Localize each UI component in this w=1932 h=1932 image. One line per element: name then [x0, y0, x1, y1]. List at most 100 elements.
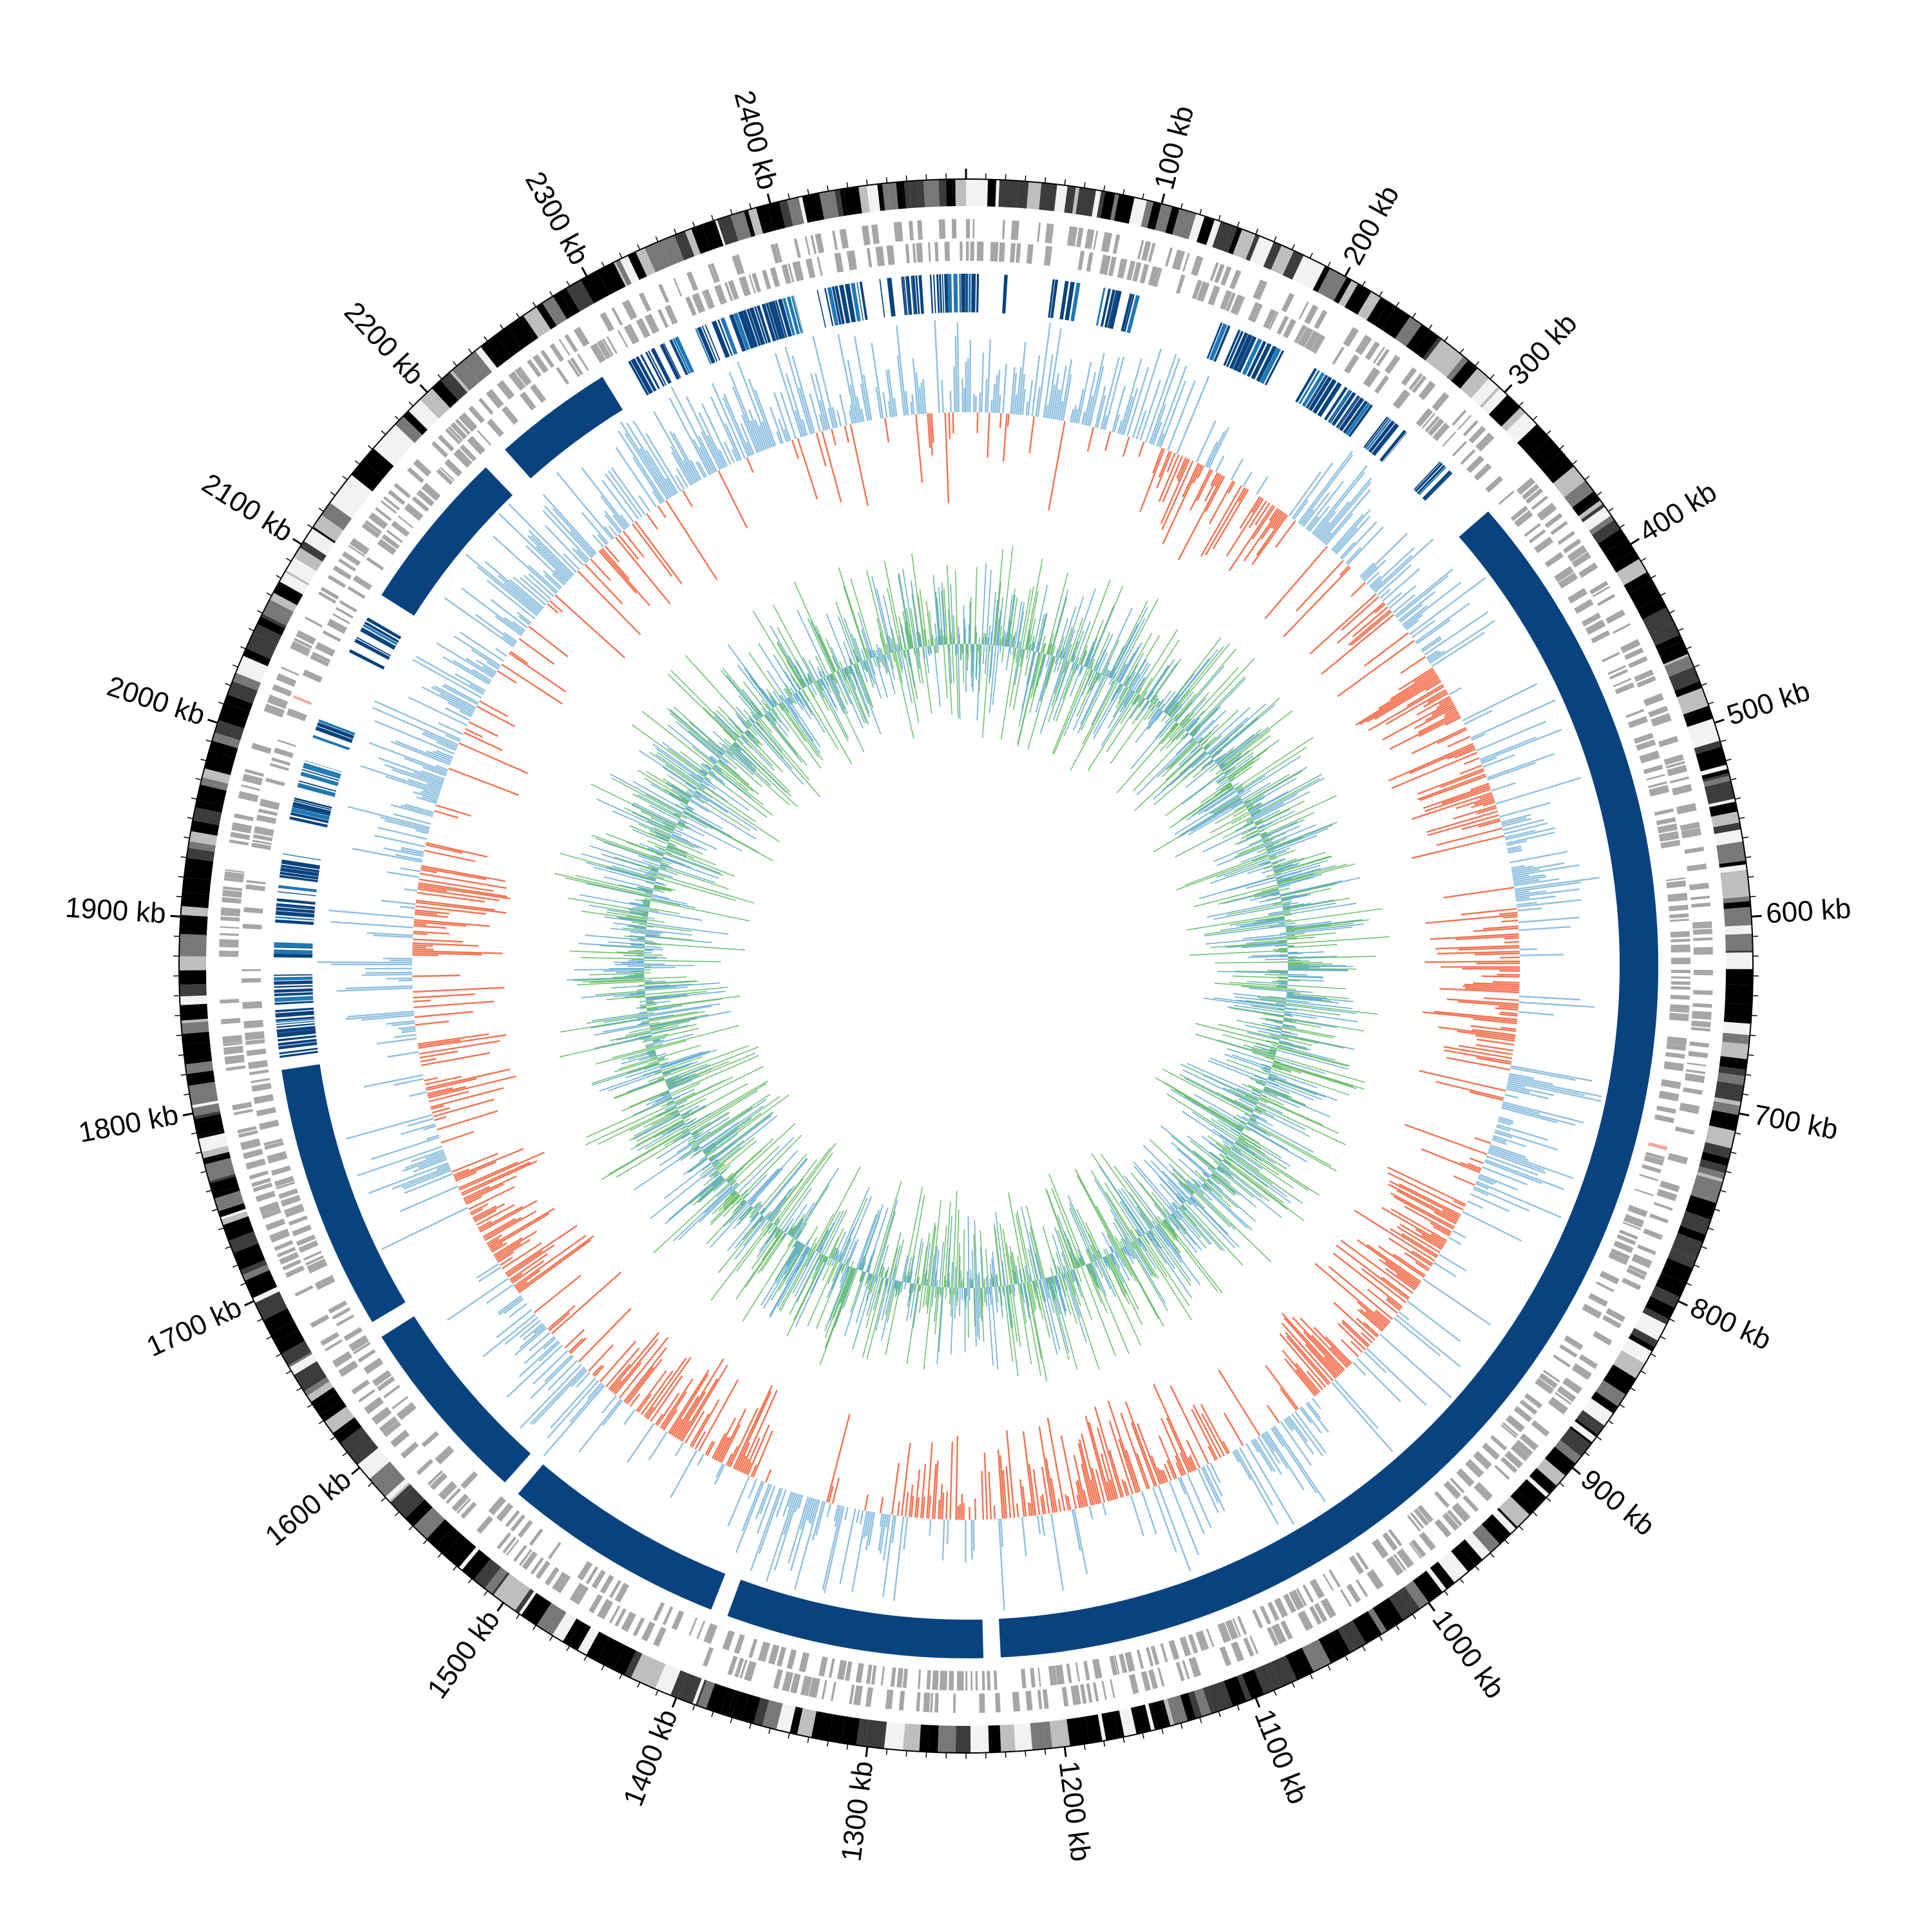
minor-tick	[1273, 1690, 1277, 1696]
inner-bar-green	[865, 1276, 881, 1329]
skew-bar-negative	[1031, 355, 1041, 417]
inner-bar-green	[889, 1231, 902, 1279]
inner-bar-blue	[898, 1281, 902, 1296]
gene-forward	[1567, 545, 1587, 562]
inner-bar-blue	[1146, 659, 1175, 700]
gene-reverse	[1388, 1529, 1403, 1547]
inner-bar-green	[1269, 1048, 1277, 1052]
skew-bar-positive	[1381, 1276, 1410, 1299]
gene-forward	[609, 1605, 621, 1624]
inner-bar-green	[1132, 700, 1149, 724]
block-segment	[1363, 416, 1388, 448]
skew-bar-negative	[478, 1266, 502, 1283]
skew-bar-positive	[671, 1419, 683, 1436]
inner-bar-green	[1130, 1229, 1137, 1240]
gene-reverse	[596, 339, 612, 359]
inner-bar-green	[1075, 1268, 1083, 1282]
inner-bar-green	[691, 1142, 697, 1148]
inner-bar-green	[921, 1246, 928, 1285]
gene-forward	[1093, 230, 1099, 250]
inner-bar-green	[675, 1076, 734, 1105]
inner-bar-green	[765, 1227, 779, 1244]
skew-bar-positive	[415, 1020, 450, 1026]
gene-reverse	[748, 274, 756, 294]
gene-forward	[279, 1252, 299, 1265]
inner-bar-blue	[766, 1188, 792, 1220]
gene-forward	[790, 1673, 801, 1694]
skew-bar-positive	[1107, 1400, 1139, 1493]
inner-bar-green	[1122, 632, 1153, 685]
ideogram-band	[1714, 1081, 1744, 1102]
ideogram-band	[919, 1724, 930, 1752]
skew-bar-positive	[1464, 983, 1520, 988]
inner-bar-blue	[1107, 670, 1112, 677]
ideogram-band	[1482, 388, 1508, 415]
skew-bar-positive	[681, 1365, 728, 1442]
inner-bar-blue	[1184, 1077, 1253, 1113]
inner-bar-green	[690, 1144, 699, 1150]
inner-bar-green	[1278, 1008, 1285, 1011]
inner-bar-blue	[1172, 1203, 1179, 1209]
inner-bar-green	[1274, 951, 1288, 952]
inner-bar-blue	[1215, 780, 1230, 790]
gene-forward	[332, 565, 352, 580]
gene-reverse	[1649, 784, 1670, 797]
block-segment	[275, 1007, 314, 1012]
gene-forward	[1578, 1354, 1598, 1369]
skew-bar-positive	[1385, 1267, 1416, 1291]
ideogram-band	[390, 1484, 413, 1506]
minor-tick	[637, 1681, 641, 1688]
inner-bar-green	[1076, 1209, 1100, 1260]
skew-bar-negative	[996, 370, 1001, 413]
gene-forward	[240, 1138, 261, 1151]
inner-bar-blue	[1032, 643, 1035, 651]
skew-bar-positive	[1208, 1446, 1217, 1461]
block-segment	[292, 801, 331, 815]
skew-bar-positive	[1048, 421, 1066, 511]
inner-bar-green	[1272, 1064, 1282, 1068]
skew-bar-positive	[415, 909, 450, 914]
inner-bar-blue	[1135, 1229, 1141, 1237]
minor-tick	[296, 1387, 302, 1392]
minor-tick	[178, 876, 184, 878]
ideogram-band	[493, 1573, 520, 1604]
skew-bar-negative	[1501, 818, 1532, 828]
skew-bar-positive	[1387, 1183, 1459, 1221]
gene-forward	[269, 1228, 290, 1243]
skew-bar-negative	[346, 1010, 414, 1018]
skew-bar-positive	[1272, 512, 1285, 529]
skew-bar-negative	[592, 534, 605, 548]
skew-bar-positive	[415, 902, 507, 914]
inner-bar-green	[945, 1287, 947, 1300]
ideogram-band	[1696, 746, 1727, 772]
inner-bar-blue	[1123, 1246, 1134, 1264]
skew-bar-negative	[1420, 636, 1441, 651]
skew-bar-positive	[1357, 1309, 1383, 1332]
skew-bar-negative	[1486, 753, 1555, 779]
block-segment	[1247, 341, 1267, 377]
skew-bar-negative	[1314, 511, 1336, 537]
inner-bar-blue	[1114, 1251, 1119, 1258]
skew-bar-negative	[851, 1510, 868, 1592]
ideogram-band	[1397, 1586, 1421, 1614]
ideogram-band	[998, 180, 1019, 208]
inner-bar-green	[1250, 1115, 1257, 1120]
inner-bar-green	[668, 1052, 756, 1090]
inner-bar-blue	[1247, 865, 1273, 875]
inner-bar-blue	[794, 1251, 819, 1297]
inner-bar-green	[1110, 679, 1115, 687]
inner-bar-blue	[1162, 1170, 1189, 1199]
inner-bar-blue	[1093, 683, 1122, 734]
inner-bar-blue	[1245, 777, 1297, 808]
skew-bar-positive	[1065, 1494, 1070, 1511]
skew-bar-negative	[998, 1519, 1005, 1611]
block-segment	[1059, 281, 1069, 320]
skew-bar-negative	[368, 1162, 449, 1194]
gene-forward	[923, 1692, 931, 1712]
inner-bar-green	[586, 1097, 673, 1138]
gene-reverse	[692, 292, 706, 314]
inner-bar-green	[1019, 649, 1024, 667]
inner-bar-blue	[936, 1287, 943, 1365]
skew-bar-negative	[1464, 710, 1493, 725]
inner-bar-green	[1263, 838, 1274, 844]
